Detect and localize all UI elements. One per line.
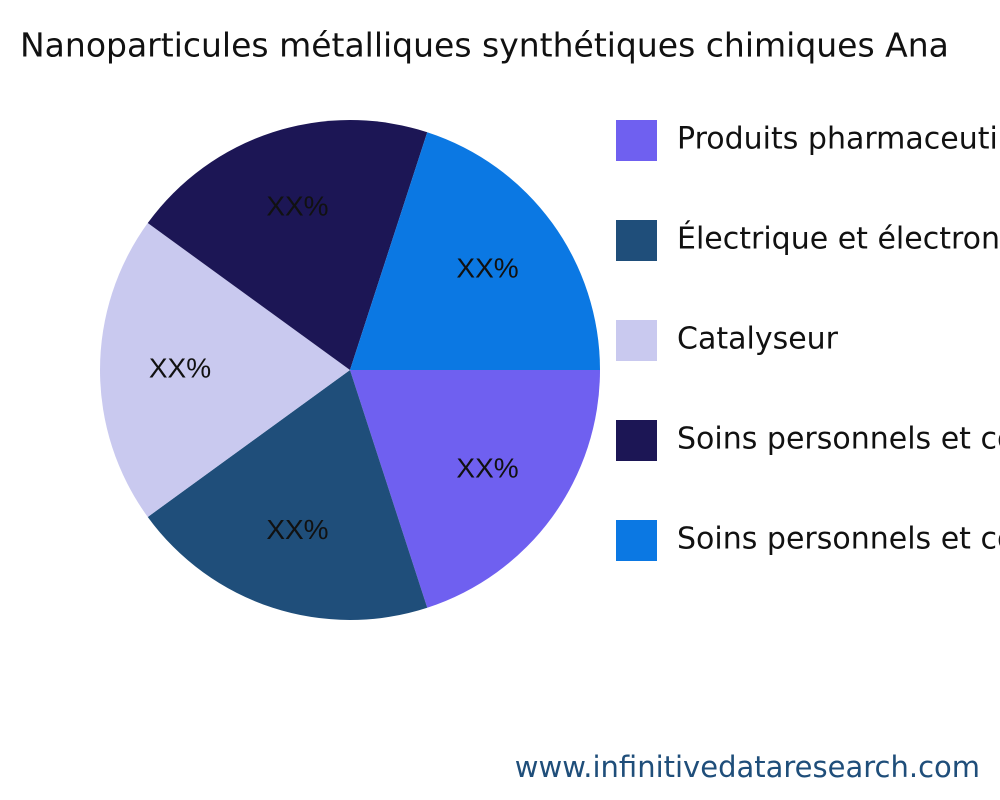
legend-swatch <box>616 320 657 361</box>
pie-slice <box>147 120 428 370</box>
pie-slice <box>147 370 428 620</box>
legend-swatch <box>616 520 657 561</box>
legend-label: Électrique et électroni <box>677 221 1000 257</box>
legend-label: Soins personnels et co <box>677 422 1000 457</box>
chart-title: Nanoparticules métalliques synthétiques … <box>20 26 949 65</box>
slice-label: XX% <box>456 252 518 283</box>
legend-label: Soins personnels et co <box>677 522 1000 557</box>
slice-label: XX% <box>266 191 328 222</box>
footer: www.infinitivedataresearch.com <box>515 750 980 784</box>
pie-slice <box>350 370 600 608</box>
pie-slice <box>100 223 350 517</box>
legend-swatch <box>616 220 657 261</box>
slice-label: XX% <box>149 352 211 383</box>
pie-slice <box>350 132 600 370</box>
legend-swatch <box>616 420 657 461</box>
slice-label: XX% <box>456 452 518 483</box>
legend-label: Produits pharmaceuti <box>677 122 998 157</box>
legend-label: Catalyseur <box>677 322 839 357</box>
legend-swatch <box>616 120 657 161</box>
slice-label: XX% <box>266 514 328 545</box>
